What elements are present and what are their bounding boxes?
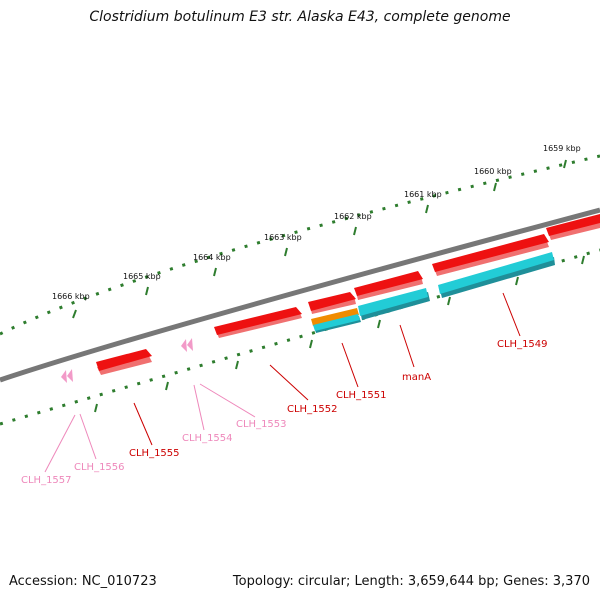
gene-clh-1551[interactable] [308, 292, 356, 311]
major-tick [447, 296, 451, 306]
kbp-label: 1666 kbp [52, 292, 90, 301]
gene-cyan-feature[interactable] [358, 288, 428, 316]
genome-backbone [0, 207, 600, 383]
major-tick [284, 247, 288, 257]
leader-clh-1555 [133, 402, 153, 446]
leader-clh-1549 [502, 292, 521, 337]
map-title: Clostridium botulinum E3 str. Alaska E43… [89, 9, 511, 25]
major-tick [425, 204, 429, 214]
gene-mana[interactable] [354, 271, 423, 296]
gene-clh-1557[interactable] [61, 370, 67, 383]
gene-orange-feature[interactable] [311, 308, 359, 326]
gene-clh-1556[interactable] [67, 369, 73, 382]
gene-cyan-feature[interactable] [438, 252, 554, 294]
kbp-label: 1662 kbp [334, 212, 372, 221]
label-clh-1551: CLH_1551 [336, 390, 387, 401]
label-clh-1553: CLH_1553 [236, 419, 287, 430]
gene-clh-1549[interactable] [432, 234, 549, 272]
pink-genes [61, 338, 193, 383]
label-clh-1554: CLH_1554 [182, 433, 233, 444]
kbp-label: 1660 kbp [474, 167, 512, 176]
genome-summary-text: Topology: circular; Length: 3,659,644 bp… [232, 574, 590, 589]
major-tick [377, 319, 381, 329]
label-clh-1557: CLH_1557 [21, 475, 72, 486]
kbp-label: 1661 kbp [404, 190, 442, 199]
major-tick [353, 226, 357, 236]
label-clh-1556: CLH_1556 [74, 462, 125, 473]
gene-clh-1555[interactable] [96, 349, 152, 371]
leader-mana [399, 324, 415, 368]
accession-text: Accession: NC_010723 [9, 574, 157, 589]
major-tick [165, 381, 169, 391]
kbp-labels: 1666 kbp 1665 kbp 1664 kbp 1663 kbp 1662… [52, 144, 581, 301]
major-tick [94, 403, 98, 413]
major-tick [563, 159, 567, 169]
kbp-label: 1664 kbp [193, 253, 231, 262]
kbp-label: 1665 kbp [123, 272, 161, 281]
gene-label-leaders [44, 292, 521, 473]
gene-clh-1552[interactable] [214, 307, 302, 335]
gene-clh-1553[interactable] [187, 338, 193, 351]
major-tick [72, 309, 77, 319]
reverse-genes [311, 252, 555, 333]
major-ticks [72, 159, 585, 413]
label-clh-1549: CLH_1549 [497, 339, 548, 350]
leader-clh-1553 [199, 383, 256, 418]
label-mana: manA [402, 372, 431, 383]
forward-genes [96, 214, 600, 375]
gene-cyan-feature[interactable] [313, 314, 360, 331]
major-tick [581, 255, 585, 265]
gene-labels: CLH_1549 CLH_1551 manA CLH_1552 CLH_1553… [21, 339, 548, 486]
leader-clh-1551 [341, 342, 359, 388]
leader-clh-1552 [269, 364, 309, 401]
major-tick [493, 182, 497, 192]
major-tick [309, 339, 313, 349]
major-tick [213, 267, 217, 277]
outer-scale-ring [0, 154, 600, 336]
major-tick [515, 276, 519, 286]
gene-clh-1554[interactable] [181, 339, 187, 352]
inner-scale-ring [0, 248, 600, 426]
leader-clh-1556 [79, 413, 97, 460]
gene-clh-1548[interactable] [546, 214, 600, 236]
kbp-label: 1663 kbp [264, 233, 302, 242]
major-tick [145, 286, 149, 296]
major-tick [235, 360, 239, 370]
leader-clh-1557 [44, 414, 76, 473]
kbp-label: 1659 kbp [543, 144, 581, 153]
label-clh-1555: CLH_1555 [129, 448, 180, 459]
label-clh-1552: CLH_1552 [287, 404, 338, 415]
leader-clh-1554 [193, 384, 205, 431]
